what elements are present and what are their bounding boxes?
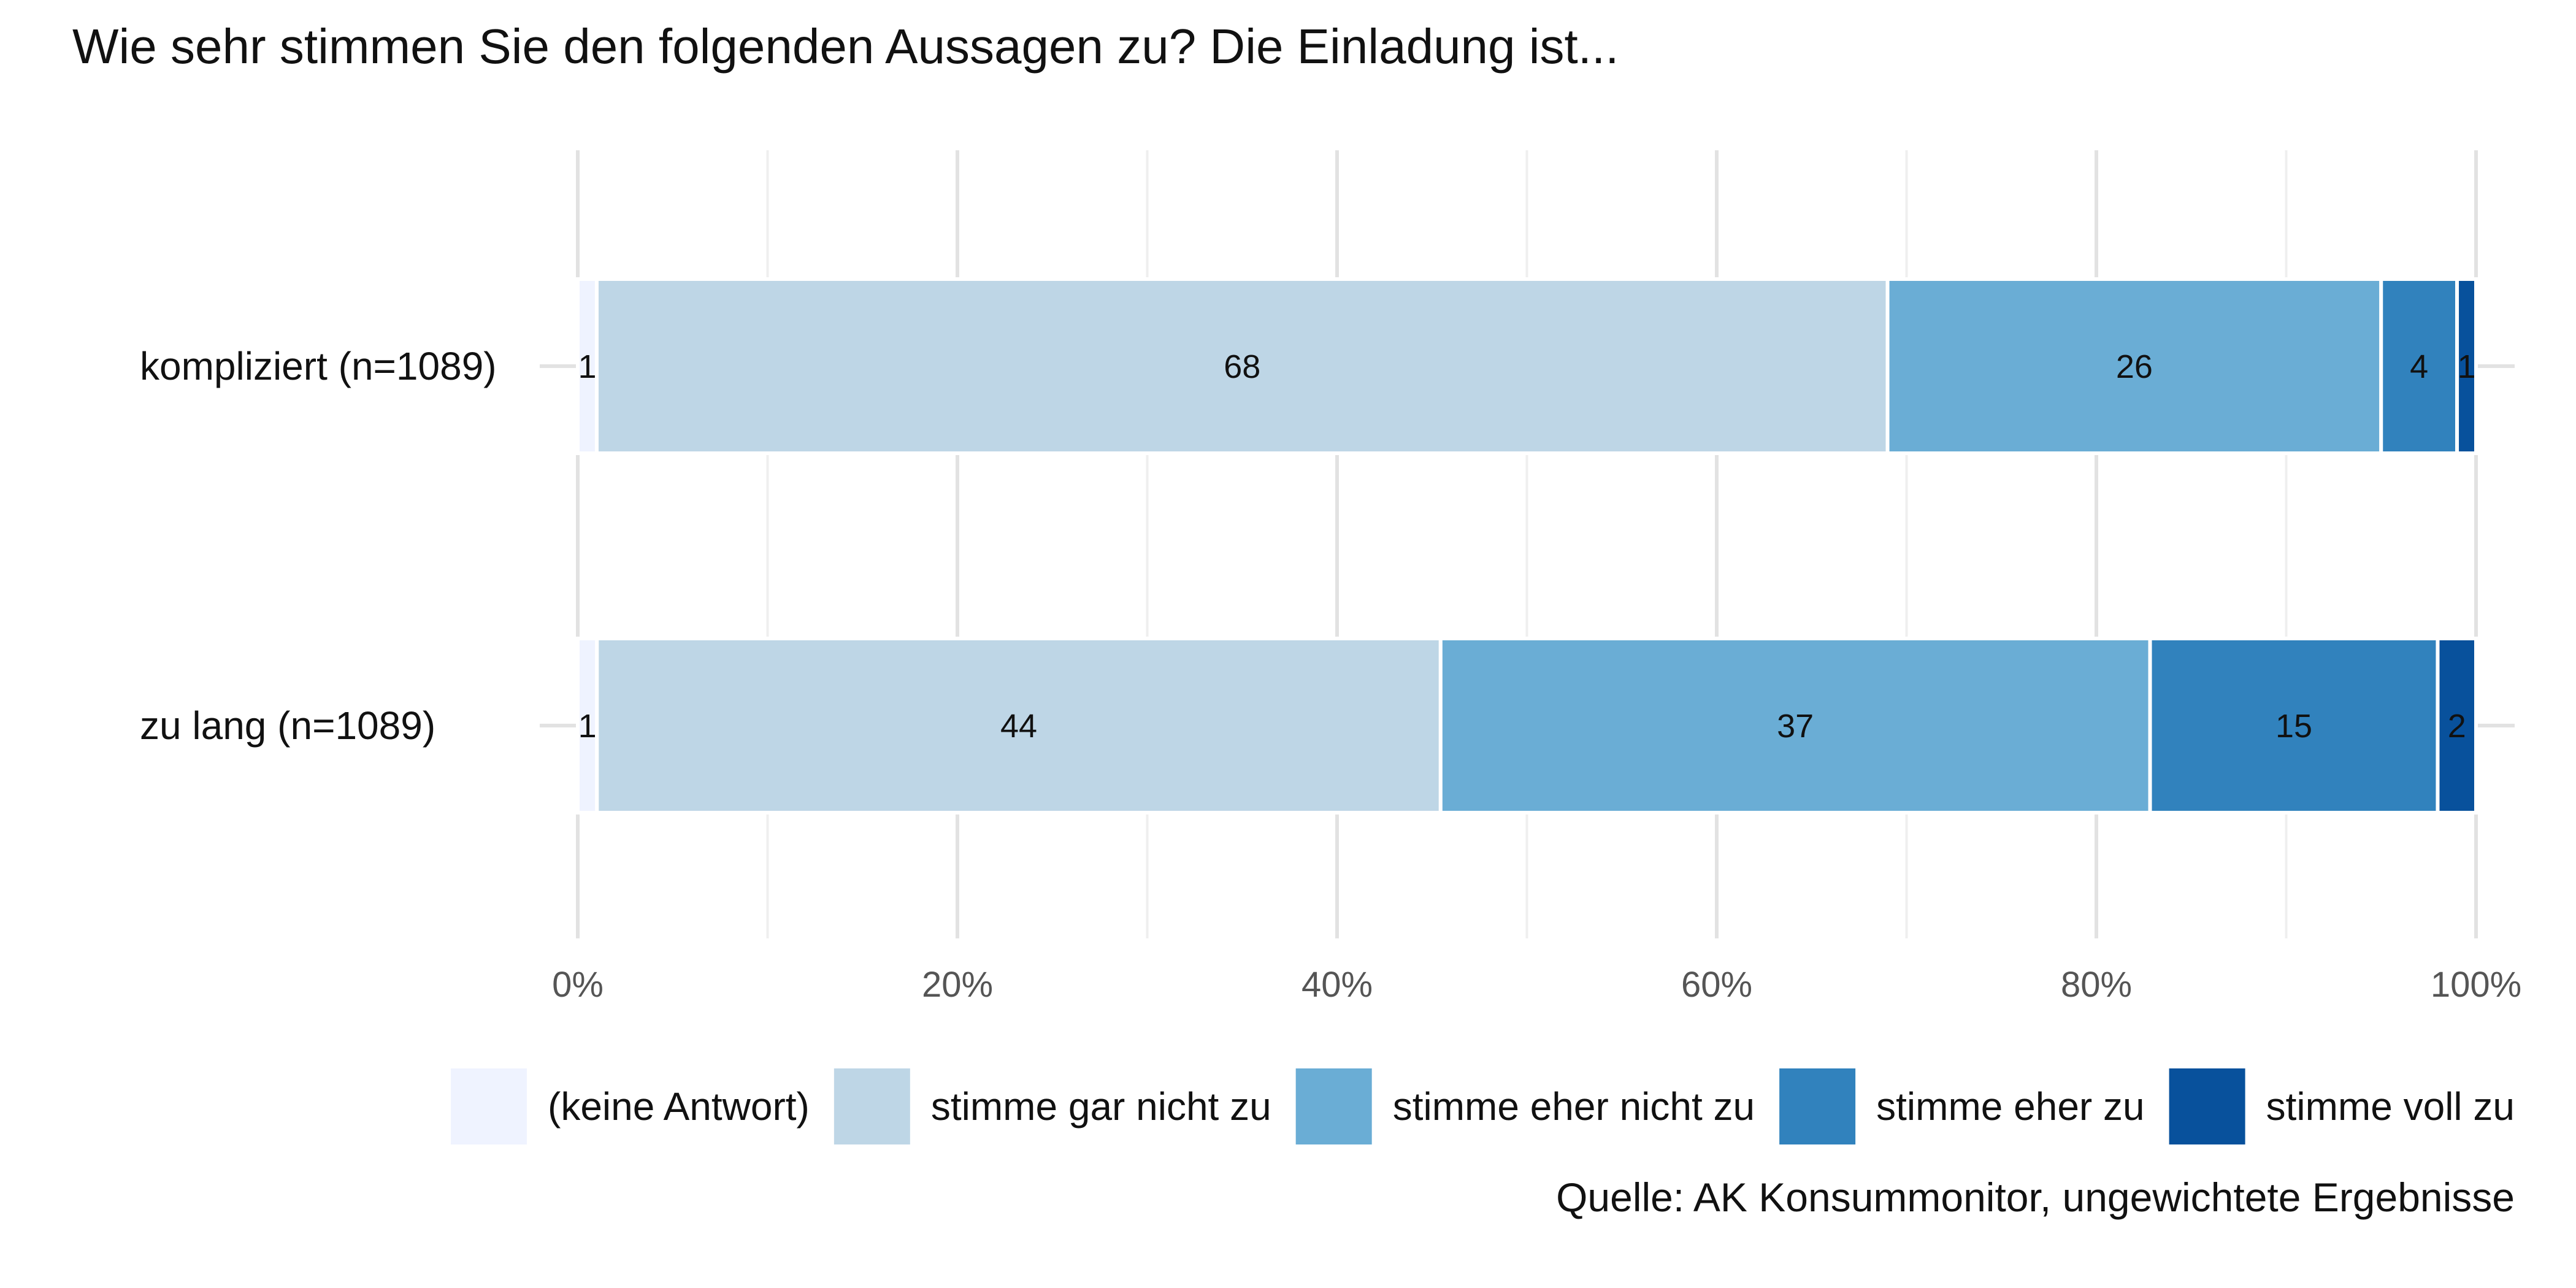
x-axis-ticks: 0% 20% 40% 60% 80% 100% (552, 965, 2521, 1005)
data-label: 44 (1000, 708, 1037, 745)
data-label: 26 (2116, 348, 2153, 385)
legend-swatch (834, 1068, 910, 1144)
data-label: 1 (578, 348, 596, 385)
x-tick-label: 80% (2061, 965, 2132, 1005)
chart-title: Wie sehr stimmen Sie den folgenden Aussa… (72, 19, 1619, 74)
legend: (keine Antwort) stimme gar nicht zu stimme… (451, 1068, 2515, 1144)
legend-label: stimme gar nicht zu (931, 1084, 1271, 1129)
data-label: 37 (1777, 708, 1814, 745)
data-label: 1 (2458, 348, 2476, 385)
data-labels: 1 68 26 4 11 44 37 15 2 (578, 348, 2475, 745)
bar-segment (2379, 277, 2459, 455)
legend-swatch (1295, 1068, 1372, 1144)
bar-segment (576, 637, 599, 815)
x-tick-label: 40% (1301, 965, 1373, 1005)
bar-segment (2436, 637, 2478, 815)
bar-segment (2455, 277, 2478, 455)
legend-label: stimme eher nicht zu (1393, 1084, 1755, 1129)
bar-segment (1885, 277, 2383, 455)
legend-label: stimme eher zu (1876, 1084, 2144, 1129)
x-tick-label: 100% (2431, 965, 2521, 1005)
data-label: 68 (1224, 348, 1260, 385)
bar-segment (595, 637, 1443, 815)
data-label: 2 (2448, 708, 2466, 745)
x-tick-label: 0% (552, 965, 604, 1005)
legend-label: (keine Antwort) (548, 1084, 810, 1129)
legend-swatch (2169, 1068, 2245, 1144)
data-label: 1 (578, 708, 597, 745)
bar-segment (2148, 637, 2440, 815)
category-label: kompliziert (n=1089) (140, 344, 497, 388)
legend-swatch (451, 1068, 527, 1144)
bars (576, 277, 2478, 815)
x-tick-label: 60% (1681, 965, 1752, 1005)
grid (540, 150, 2515, 938)
x-tick-label: 20% (922, 965, 993, 1005)
legend-swatch (1779, 1068, 1856, 1144)
category-labels: kompliziert (n=1089) zu lang (n=1089) (140, 344, 497, 748)
data-label: 15 (2275, 708, 2312, 745)
source-note: Quelle: AK Konsummonitor, ungewichtete E… (1556, 1175, 2515, 1220)
data-label: 4 (2410, 348, 2428, 385)
category-label: zu lang (n=1089) (140, 703, 435, 748)
legend-label: stimme voll zu (2266, 1084, 2515, 1129)
bar-segment (594, 277, 1890, 455)
